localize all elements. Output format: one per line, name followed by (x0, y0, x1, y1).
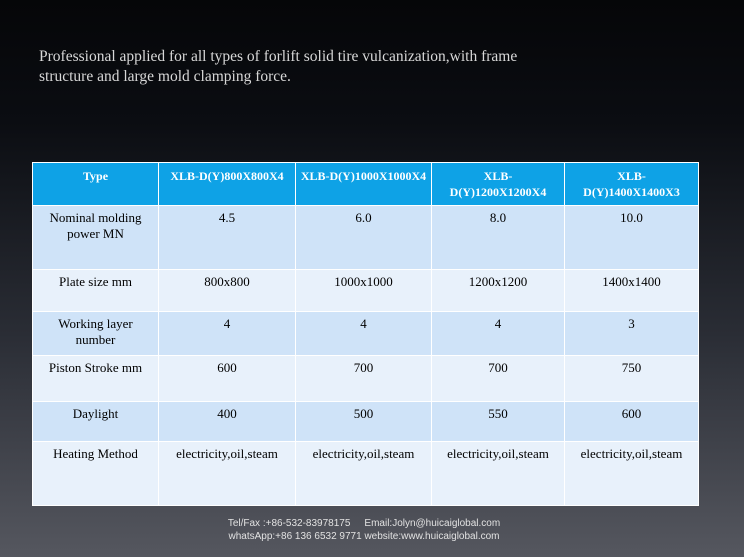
table-row: Working layer number 4 4 4 3 (32, 311, 699, 356)
tel-fax-text: Tel/Fax :+86-532-83978175 (227, 518, 351, 529)
whatsapp-text: whatsApp:+86 136 6532 9771 (228, 531, 362, 542)
header-type: Type (32, 162, 159, 206)
header-model-2: XLB-D(Y)1000X1000X4 (295, 162, 432, 206)
row-label: Piston Stroke mm (32, 355, 159, 402)
table-cell: 750 (564, 355, 699, 402)
table-row: Heating Method electricity,oil,steam ele… (32, 441, 699, 506)
table-row: Plate size mm 800x800 1000x1000 1200x120… (32, 269, 699, 312)
email-text: Email:Jolyn@huicaiglobal.com (364, 518, 501, 529)
intro-text: Professional applied for all types of fo… (39, 47, 599, 87)
table-cell: 10.0 (564, 205, 699, 270)
table-cell: electricity,oil,steam (295, 441, 432, 506)
row-label: Plate size mm (32, 269, 159, 312)
footer-line-1: Tel/Fax :+86-532-83978175 Email:Jolyn@hui… (0, 517, 728, 530)
table-cell: 1000x1000 (295, 269, 432, 312)
header-model-4: XLB-D(Y)1400X1400X3 (564, 162, 699, 206)
table-cell: 8.0 (431, 205, 565, 270)
row-label: Heating Method (32, 441, 159, 506)
table-cell: 700 (431, 355, 565, 402)
website-text: website:www.huicaiglobal.com (364, 531, 500, 542)
table-cell: 6.0 (295, 205, 432, 270)
table-cell: electricity,oil,steam (158, 441, 296, 506)
table-cell: 550 (431, 401, 565, 442)
table-row: Daylight 400 500 550 600 (32, 401, 699, 442)
footer-line-2: whatsApp:+86 136 6532 9771 website:www.h… (0, 530, 728, 543)
table-row: Nominal molding power MN 4.5 6.0 8.0 10.… (32, 205, 699, 270)
table-cell: 400 (158, 401, 296, 442)
table-cell: 4 (158, 311, 296, 356)
table-cell: 4 (295, 311, 432, 356)
contact-footer: Tel/Fax :+86-532-83978175 Email:Jolyn@hui… (0, 517, 728, 543)
row-label: Nominal molding power MN (32, 205, 159, 270)
table-cell: 1400x1400 (564, 269, 699, 312)
header-model-3: XLB-D(Y)1200X1200X4 (431, 162, 565, 206)
row-label: Daylight (32, 401, 159, 442)
table-header-row: Type XLB-D(Y)800X800X4 XLB-D(Y)1000X1000… (32, 162, 699, 206)
spec-table: Type XLB-D(Y)800X800X4 XLB-D(Y)1000X1000… (32, 162, 699, 506)
table-row: Piston Stroke mm 600 700 700 750 (32, 355, 699, 402)
intro-line-2: structure and large mold clamping force. (39, 68, 291, 85)
table-cell: 700 (295, 355, 432, 402)
table-cell: 500 (295, 401, 432, 442)
table-cell: 4 (431, 311, 565, 356)
intro-line-1: Professional applied for all types of fo… (39, 48, 518, 65)
table-cell: 1200x1200 (431, 269, 565, 312)
table-cell: 3 (564, 311, 699, 356)
table-cell: 800x800 (158, 269, 296, 312)
table-cell: electricity,oil,steam (564, 441, 699, 506)
header-model-1: XLB-D(Y)800X800X4 (158, 162, 296, 206)
table-cell: 600 (158, 355, 296, 402)
table-cell: 4.5 (158, 205, 296, 270)
row-label: Working layer number (32, 311, 159, 356)
table-cell: 600 (564, 401, 699, 442)
table-cell: electricity,oil,steam (431, 441, 565, 506)
